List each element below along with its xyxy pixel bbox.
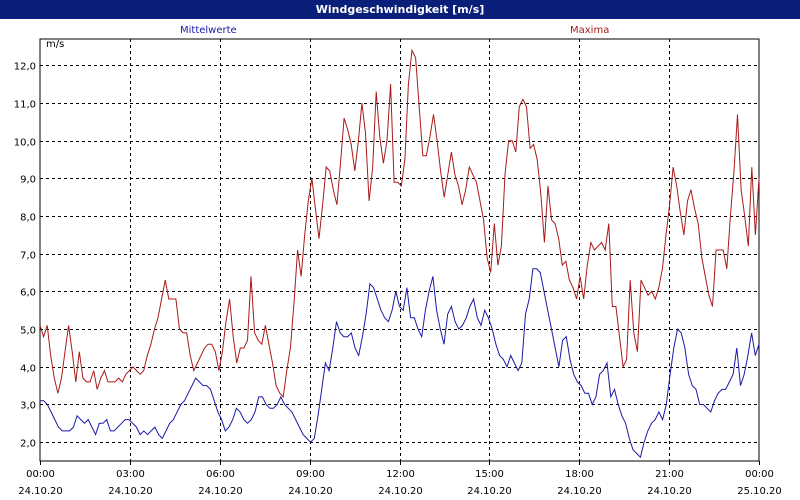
x-tick-time: 00:00 (26, 469, 55, 480)
x-tick-time: 03:00 (116, 469, 145, 480)
x-tick-date: 24.10.20 (108, 486, 153, 497)
chart-title: Windgeschwindigkeit [m/s] (0, 0, 800, 19)
legend-mittelwerte: Mittelwerte (180, 25, 237, 36)
y-tick-label: 7,0 (20, 251, 36, 262)
x-tick-date: 24.10.20 (467, 486, 512, 497)
y-axis-unit: m/s (46, 39, 65, 50)
x-tick-date: 24.10.20 (288, 486, 333, 497)
series-line-mittelwerte (40, 268, 760, 459)
y-tick-label: 10,0 (14, 138, 36, 149)
y-tick-label: 3,0 (20, 401, 36, 412)
y-tick-label: 5,0 (20, 326, 36, 337)
y-tick-label: 2,0 (20, 439, 36, 450)
x-tick-date: 24.10.20 (378, 486, 423, 497)
x-tick-date: 24.10.20 (647, 486, 692, 497)
y-tick-label: 6,0 (20, 288, 36, 299)
y-tick-label: 12,0 (14, 62, 36, 73)
legend-maxima: Maxima (570, 25, 610, 36)
x-tick-time: 12:00 (386, 469, 415, 480)
x-tick-time: 15:00 (475, 469, 504, 480)
y-tick-label: 4,0 (20, 364, 36, 375)
x-tick-date: 24.10.20 (198, 486, 243, 497)
y-tick-label: 9,0 (20, 175, 36, 186)
plot-frame (39, 38, 760, 462)
x-tick-time: 00:00 (745, 469, 774, 480)
x-tick-date: 24.10.20 (557, 486, 602, 497)
x-tick-time: 06:00 (206, 469, 235, 480)
x-tick-time: 21:00 (655, 469, 684, 480)
y-tick-label: 8,0 (20, 213, 36, 224)
x-tick-date: 24.10.20 (18, 486, 63, 497)
x-tick-time: 09:00 (296, 469, 325, 480)
series-line-maxima (39, 48, 760, 399)
x-tick-time: 18:00 (565, 469, 594, 480)
x-tick-date: 25.10.20 (737, 486, 782, 497)
y-tick-label: 11,0 (14, 100, 36, 111)
